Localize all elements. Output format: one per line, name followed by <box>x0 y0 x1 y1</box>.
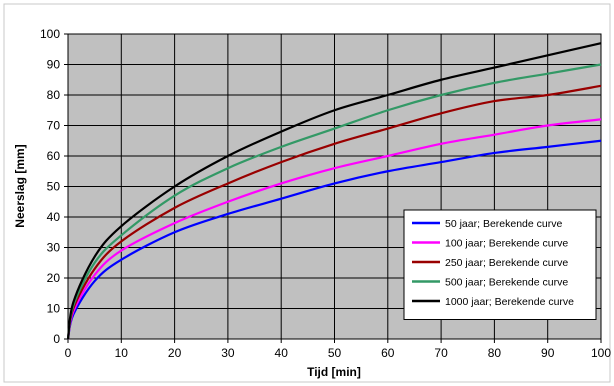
legend-label: 250 jaar; Berekende curve <box>445 257 568 269</box>
x-tick-label: 100 <box>591 346 611 360</box>
x-tick-label: 80 <box>488 346 502 360</box>
y-tick-label: 40 <box>47 210 61 224</box>
legend-label: 1000 jaar; Berekende curve <box>445 296 574 308</box>
x-tick-label: 30 <box>221 346 235 360</box>
legend-label: 500 jaar; Berekende curve <box>445 277 568 289</box>
y-tick-label: 30 <box>47 241 61 255</box>
y-axis-title: Neerslag [mm] <box>13 144 27 227</box>
y-tick-label: 60 <box>47 149 61 163</box>
x-tick-label: 40 <box>275 346 289 360</box>
x-axis-title: Tijd [min] <box>307 365 361 379</box>
y-tick-label: 70 <box>47 119 61 133</box>
x-tick-label: 20 <box>168 346 182 360</box>
x-tick-label: 0 <box>65 346 72 360</box>
y-tick-label: 20 <box>47 271 61 285</box>
y-tick-label: 50 <box>47 180 61 194</box>
x-tick-label: 70 <box>434 346 448 360</box>
y-tick-label: 0 <box>53 332 60 346</box>
legend-label: 50 jaar; Berekende curve <box>445 218 562 230</box>
x-tick-label: 90 <box>541 346 555 360</box>
y-tick-label: 90 <box>47 58 61 72</box>
x-tick-label: 50 <box>328 346 342 360</box>
legend: 50 jaar; Berekende curve 100 jaar; Bereke… <box>404 210 596 320</box>
legend-label: 100 jaar; Berekende curve <box>445 238 568 250</box>
x-tick-label: 10 <box>115 346 129 360</box>
y-tick-label: 80 <box>47 88 61 102</box>
y-tick-label: 10 <box>47 302 61 316</box>
y-tick-label: 100 <box>40 27 60 41</box>
x-tick-label: 60 <box>381 346 395 360</box>
